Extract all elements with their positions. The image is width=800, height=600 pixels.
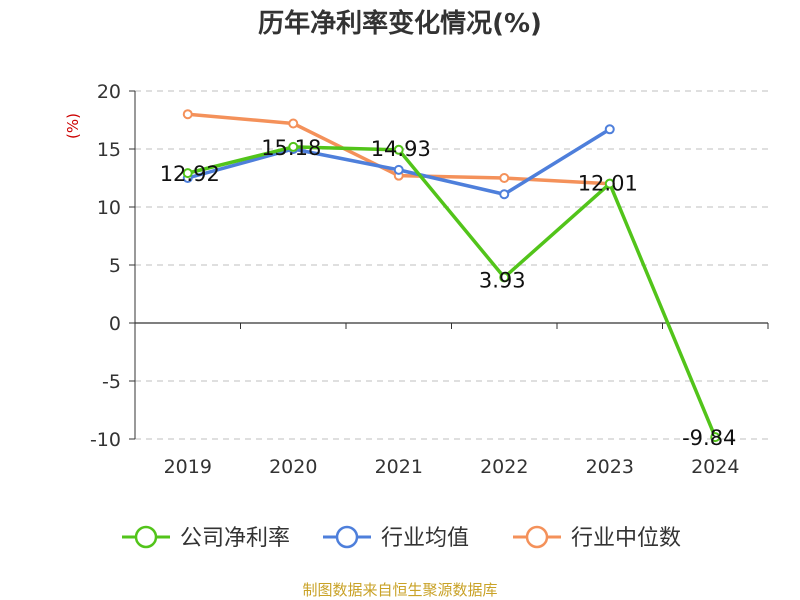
y-tick-label: 20 [97, 81, 121, 103]
data-point [182, 168, 193, 179]
data-point [499, 272, 510, 283]
series-line [187, 145, 717, 438]
data-point [604, 178, 615, 189]
data-label: 12.01 [578, 172, 638, 196]
legend-item[interactable]: 公司净利率 [122, 525, 290, 551]
y-tick-label: -10 [90, 429, 121, 451]
x-tick-label: 2023 [586, 456, 634, 478]
legend-marker [335, 525, 359, 549]
y-tick-label: 10 [97, 197, 121, 219]
data-point [604, 124, 615, 135]
legend-marker [525, 525, 549, 549]
legend-label: 行业中位数 [571, 526, 681, 551]
y-tick-label: 0 [109, 313, 121, 335]
y-axis-unit: (%) [64, 113, 82, 139]
x-tick-label: 2022 [480, 456, 528, 478]
series-layer [182, 109, 721, 443]
legend-item[interactable]: 行业中位数 [513, 525, 681, 551]
data-point [288, 141, 299, 152]
data-point [710, 432, 721, 443]
data-point [499, 173, 510, 183]
data-labels: 12.92 15.18 14.93 3.93 12.01 -9.84 [160, 136, 737, 450]
data-label: 12.92 [160, 162, 220, 186]
data-point [182, 109, 193, 120]
x-axis: 2019 2020 2021 2022 2023 2024 [134, 322, 769, 478]
x-tick-label: 2021 [375, 456, 423, 478]
legend-marker [134, 525, 158, 549]
data-point [499, 189, 510, 200]
legend-label: 行业均值 [381, 526, 469, 551]
y-tick-label: 5 [109, 255, 121, 277]
y-tick-label: -5 [102, 371, 121, 393]
x-tick-label: 2020 [269, 456, 317, 478]
data-label: -9.84 [682, 426, 736, 450]
source-note: 制图数据来自恒生聚源数据库 [302, 581, 497, 599]
x-tick-label: 2019 [164, 456, 212, 478]
data-label: 15.18 [261, 136, 321, 160]
data-label: 3.93 [479, 268, 526, 292]
data-point [393, 164, 404, 175]
grid-lines [135, 90, 768, 440]
y-tick-label: 15 [97, 139, 121, 161]
y-axis: 20 15 10 5 0 -5 -10 [90, 81, 136, 451]
x-tick-label: 2024 [691, 456, 739, 478]
legend-label: 公司净利率 [180, 526, 290, 551]
data-label: 14.93 [371, 137, 431, 161]
chart-title: 历年净利率变化情况(%) [258, 8, 542, 39]
data-point [288, 118, 299, 129]
legend-item[interactable]: 行业均值 [323, 525, 469, 551]
data-point [393, 144, 404, 155]
legend: 公司净利率 行业均值 行业中位数 [122, 525, 681, 551]
